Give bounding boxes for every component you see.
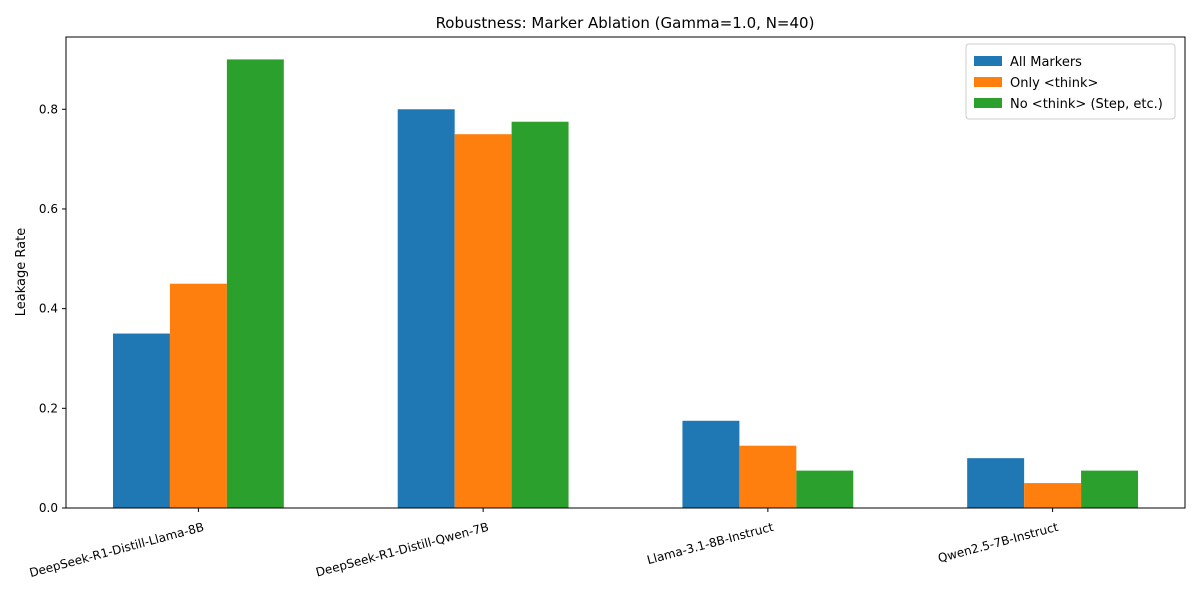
legend: All Markers Only <think> No <think> (Step,… (965, 43, 1176, 120)
x-tick-label: DeepSeek-R1-Distill-Qwen-7B (314, 520, 490, 580)
bar-2-3 (1081, 470, 1139, 508)
bar-1-3 (1024, 483, 1082, 508)
legend-swatch (974, 98, 1002, 108)
legend-swatch (974, 77, 1002, 87)
bar-0-0 (112, 333, 170, 508)
x-axis: DeepSeek-R1-Distill-Llama-8B DeepSeek-R1-… (28, 508, 1060, 580)
y-tick-label: 0.8 (39, 102, 58, 116)
bar-1-2 (739, 445, 797, 508)
bar-0-2 (682, 420, 740, 508)
bar-0-3 (967, 458, 1025, 508)
legend-label: Only <think> (1010, 76, 1098, 91)
y-axis-label: Leakage Rate (14, 228, 29, 316)
y-tick-label: 0.0 (39, 501, 58, 515)
y-tick-label: 0.2 (39, 401, 58, 415)
x-tick-label: Llama-3.1-8B-Instruct (645, 520, 775, 567)
bar-1-1 (454, 134, 512, 508)
y-tick-label: 0.6 (39, 202, 58, 216)
plot-frame (65, 36, 1186, 509)
bar-2-2 (796, 470, 854, 508)
bar-2-1 (511, 121, 569, 508)
y-axis: 0.0 0.2 0.4 0.6 0.8 (39, 102, 66, 515)
x-tick-label: DeepSeek-R1-Distill-Llama-8B (28, 520, 206, 580)
bars-group (112, 59, 1139, 509)
bar-1-0 (169, 283, 227, 508)
bar-2-0 (226, 59, 284, 509)
legend-swatch (974, 56, 1002, 66)
x-tick-label: Qwen2.5-7B-Instruct (936, 520, 1059, 566)
legend-box (965, 43, 1176, 120)
legend-label: No <think> (Step, etc.) (1010, 97, 1163, 112)
bar-0-1 (397, 109, 455, 509)
y-tick-label: 0.4 (39, 302, 58, 316)
legend-label: All Markers (1010, 55, 1082, 70)
chart-title: Robustness: Marker Ablation (Gamma=1.0, … (436, 14, 815, 32)
